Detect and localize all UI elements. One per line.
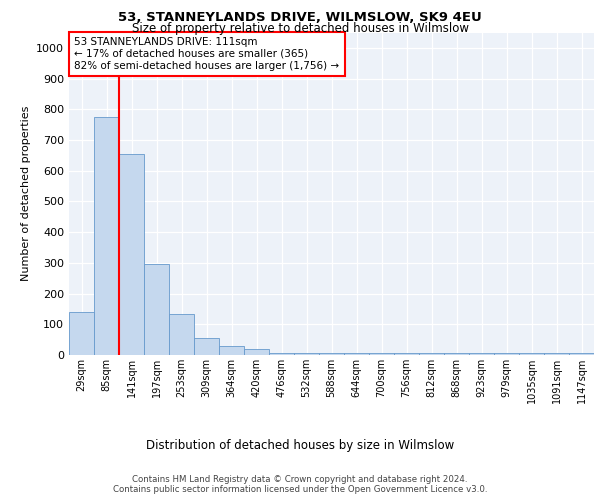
Bar xyxy=(569,354,594,355)
Text: 53 STANNEYLANDS DRIVE: 111sqm
← 17% of detached houses are smaller (365)
82% of : 53 STANNEYLANDS DRIVE: 111sqm ← 17% of d… xyxy=(74,38,340,70)
Bar xyxy=(444,354,469,355)
Bar xyxy=(394,354,419,355)
Y-axis label: Number of detached properties: Number of detached properties xyxy=(20,106,31,282)
Bar xyxy=(519,354,544,355)
Bar xyxy=(494,354,519,355)
Bar xyxy=(194,338,219,355)
Text: 53, STANNEYLANDS DRIVE, WILMSLOW, SK9 4EU: 53, STANNEYLANDS DRIVE, WILMSLOW, SK9 4E… xyxy=(118,11,482,24)
Bar xyxy=(169,314,194,355)
Text: Size of property relative to detached houses in Wilmslow: Size of property relative to detached ho… xyxy=(131,22,469,35)
Bar xyxy=(244,349,269,355)
Bar xyxy=(294,352,319,355)
Bar xyxy=(219,346,244,355)
Bar xyxy=(369,354,394,355)
Bar xyxy=(544,354,569,355)
Text: Contains HM Land Registry data © Crown copyright and database right 2024.
Contai: Contains HM Land Registry data © Crown c… xyxy=(113,474,487,494)
Bar xyxy=(144,264,169,355)
Bar xyxy=(119,154,144,355)
Text: Distribution of detached houses by size in Wilmslow: Distribution of detached houses by size … xyxy=(146,440,454,452)
Bar xyxy=(419,354,444,355)
Bar xyxy=(319,354,344,355)
Bar xyxy=(469,354,494,355)
Bar xyxy=(269,352,294,355)
Bar xyxy=(94,117,119,355)
Bar xyxy=(344,354,369,355)
Bar xyxy=(69,312,94,355)
